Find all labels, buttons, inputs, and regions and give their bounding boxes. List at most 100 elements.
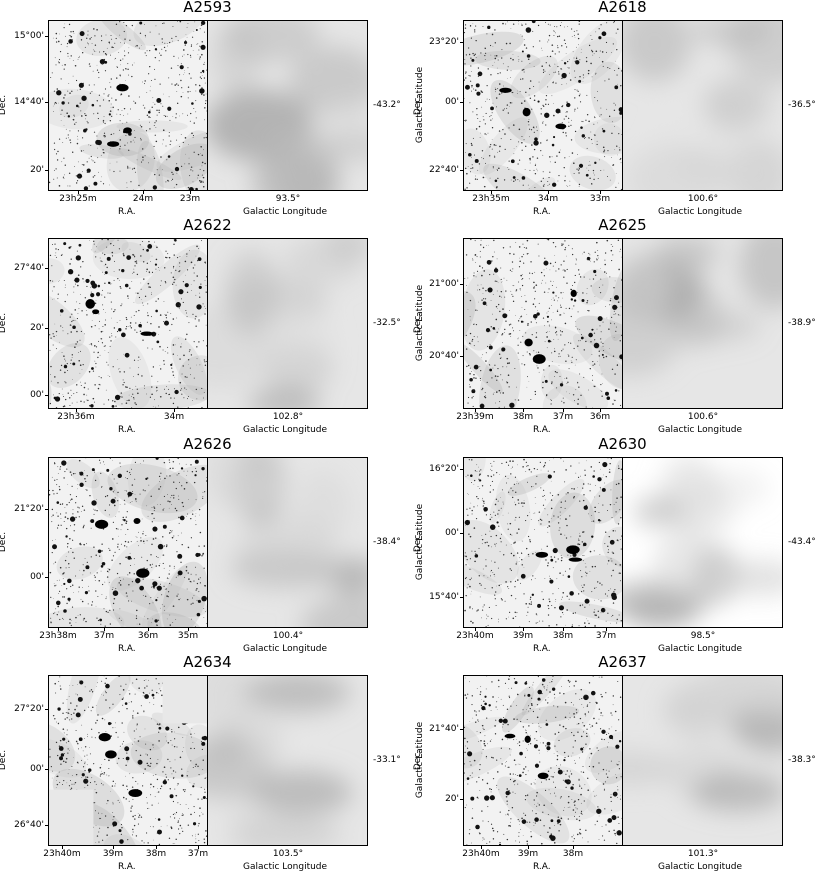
glat-tick-label: -38.9° — [788, 318, 816, 328]
tick-mark — [45, 825, 48, 826]
ra-axis-label: R.A. — [118, 207, 136, 217]
dec-tick-label: 20' — [30, 323, 44, 333]
ra-axis-label: R.A. — [533, 207, 551, 217]
tick-mark — [148, 628, 149, 631]
tick-mark — [460, 533, 463, 534]
tick-mark — [45, 577, 48, 578]
glat-tick-label: -32.5° — [373, 318, 401, 328]
panel-title: A2618 — [598, 0, 647, 16]
ra-tick-label: 39m — [102, 849, 124, 859]
tick-mark — [45, 36, 48, 37]
tick-mark — [174, 409, 175, 412]
ra-tick-label: 38m — [552, 631, 574, 641]
optical-frame — [48, 457, 208, 628]
tick-mark — [188, 628, 189, 631]
optical-image — [49, 458, 207, 627]
dec-tick-label: 20' — [445, 794, 459, 804]
tick-mark — [460, 170, 463, 171]
ra-tick-label: 36m — [589, 412, 611, 422]
tick-mark — [156, 846, 157, 849]
glon-axis-label: Galactic Longitude — [658, 644, 743, 654]
cluster-panel: A2625 21°00' 20°40' 23h39m 38m 37m 36m R.A. 100.… — [413, 216, 830, 436]
optical-frame — [463, 457, 623, 628]
tick-mark — [460, 284, 463, 285]
dust-frame — [623, 20, 783, 191]
glat-tick-label: -43.4° — [788, 537, 816, 547]
cluster-panel: A2593 15°00' 14°40' 20' 23h25m 24m 23m R.A. 93.5… — [0, 0, 415, 218]
tick-mark — [460, 729, 463, 730]
tick-mark — [76, 409, 77, 412]
glon-tick-label: 103.5° — [272, 849, 304, 859]
ra-tick-label: 34m — [163, 412, 185, 422]
tick-mark — [45, 102, 48, 103]
glon-tick-label: 100.6° — [687, 412, 719, 422]
dust-map — [623, 21, 782, 190]
optical-image — [464, 458, 622, 627]
glat-tick-label: -43.2° — [373, 100, 401, 110]
dec-axis-label: Dec. — [0, 94, 8, 116]
glon-axis-label: Galactic Longitude — [658, 862, 743, 872]
panel-title: A2622 — [183, 216, 232, 234]
dust-frame — [208, 457, 368, 628]
ra-tick-label: 23h39m — [456, 412, 494, 422]
dec-tick-label: 27°40' — [14, 263, 44, 273]
optical-frame — [48, 675, 208, 846]
dec-tick-label: 26°40' — [14, 820, 44, 830]
ra-tick-label: 37m — [552, 412, 574, 422]
dust-frame — [208, 675, 368, 846]
ra-axis-label: R.A. — [118, 425, 136, 435]
tick-mark — [563, 628, 564, 631]
optical-image — [49, 21, 207, 190]
dec-tick-label: 14°40' — [14, 97, 44, 107]
glat-tick-label: -36.5° — [788, 100, 816, 110]
ra-tick-label: 38m — [145, 849, 167, 859]
tick-mark — [78, 191, 79, 194]
glon-tick-label: 100.4° — [272, 631, 304, 641]
dec-tick-label: 22°40' — [429, 165, 459, 175]
ra-axis-label: R.A. — [118, 644, 136, 654]
dust-map — [623, 458, 782, 627]
tick-mark — [460, 469, 463, 470]
optical-image — [464, 676, 622, 845]
tick-mark — [523, 628, 524, 631]
tick-mark — [143, 191, 144, 194]
ra-tick-label: 23h40m — [43, 849, 81, 859]
dec-axis-label: Dec. — [0, 531, 8, 553]
dust-map — [208, 458, 367, 627]
optical-frame — [48, 20, 208, 191]
ra-tick-label: 39m — [512, 631, 534, 641]
ra-tick-label: 39m — [517, 849, 539, 859]
cluster-panel: A2637 21°40' 20' 23h40m 39m 38m R.A. 101.3° Gala… — [413, 653, 830, 873]
tick-mark — [460, 597, 463, 598]
tick-mark — [460, 356, 463, 357]
tick-mark — [481, 846, 482, 849]
dec-axis-label: Dec. — [0, 312, 8, 334]
ra-tick-label: 37m — [595, 631, 617, 641]
ra-axis-label: R.A. — [118, 862, 136, 872]
dec-tick-label: 21°40' — [429, 724, 459, 734]
dust-map — [208, 676, 367, 845]
ra-tick-label: 38m — [562, 849, 584, 859]
optical-image — [49, 676, 207, 845]
ra-tick-label: 23h38m — [39, 631, 77, 641]
dec-axis-label: Dec. — [0, 749, 8, 771]
tick-mark — [475, 409, 476, 412]
dec-tick-label: 00' — [445, 528, 459, 538]
glon-axis-label: Galactic Longitude — [658, 425, 743, 435]
cluster-panel: A2618 23°20' 00' 22°40' 23h35m 34m 33m R.A. 100.… — [413, 0, 830, 218]
tick-mark — [548, 191, 549, 194]
dust-map — [623, 239, 782, 408]
dust-map — [623, 676, 782, 845]
tick-mark — [460, 102, 463, 103]
dec-tick-label: 20' — [30, 165, 44, 175]
tick-mark — [45, 170, 48, 171]
ra-tick-label: 23h25m — [59, 194, 97, 204]
optical-frame — [463, 238, 623, 409]
dust-frame — [208, 238, 368, 409]
optical-frame — [463, 675, 623, 846]
dec-tick-label: 27°20' — [14, 704, 44, 714]
tick-mark — [45, 268, 48, 269]
ra-tick-label: 23h35m — [472, 194, 510, 204]
dec-tick-label: 00' — [30, 764, 44, 774]
panel-title: A2634 — [183, 653, 232, 671]
